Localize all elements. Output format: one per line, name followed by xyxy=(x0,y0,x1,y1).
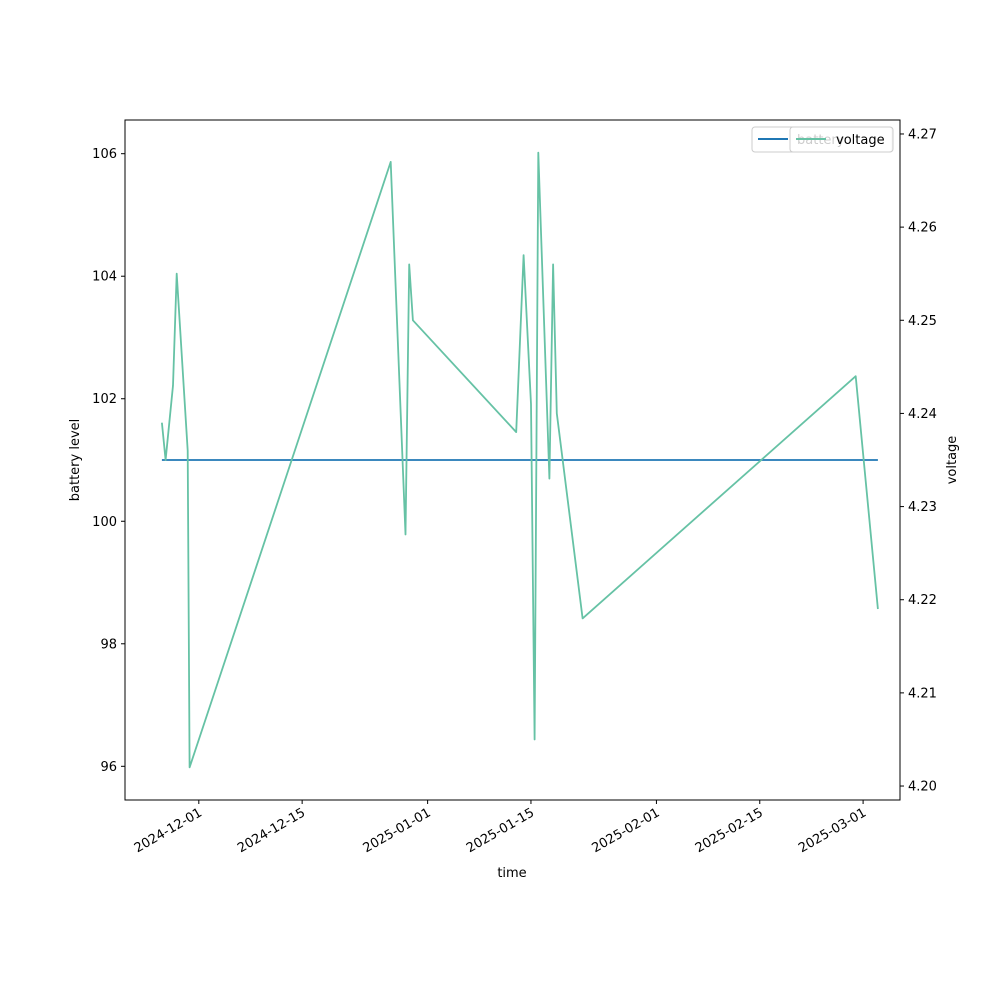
plot-lines xyxy=(161,151,879,769)
y2-tick-label: 4.23 xyxy=(908,500,937,515)
series-line-voltage xyxy=(161,151,879,769)
y-tick-label: 96 xyxy=(100,760,117,775)
plot-frame xyxy=(124,119,901,801)
y2-tick-label: 4.26 xyxy=(908,221,937,236)
legend-voltage: voltage xyxy=(789,126,894,153)
y2-axis-label: voltage xyxy=(945,436,960,485)
x-axis-label: time xyxy=(497,866,526,881)
y-axis-left: 96 98 100 102 104 106 xyxy=(92,147,125,775)
legend-box-voltage xyxy=(789,126,894,153)
y-tick-label: 104 xyxy=(92,270,117,285)
y2-tick-label: 4.22 xyxy=(908,593,937,608)
y-tick-label: 106 xyxy=(92,147,117,162)
y2-tick-label: 4.21 xyxy=(908,686,937,701)
y2-tick-label: 4.24 xyxy=(908,407,937,422)
y-tick-label: 100 xyxy=(92,515,117,530)
y2-tick-label: 4.20 xyxy=(908,780,937,795)
y2-tick-label: 4.27 xyxy=(908,127,937,142)
y2-tick-label: 4.25 xyxy=(908,314,937,329)
y-axis-label: battery level xyxy=(68,419,83,502)
y-axis-right: 4.20 4.21 4.22 4.23 4.24 4.25 4.26 4.27 xyxy=(900,127,937,795)
y-tick-label: 98 xyxy=(100,637,117,652)
y-tick-label: 102 xyxy=(92,392,117,407)
legend-label-voltage: voltage xyxy=(836,133,885,148)
